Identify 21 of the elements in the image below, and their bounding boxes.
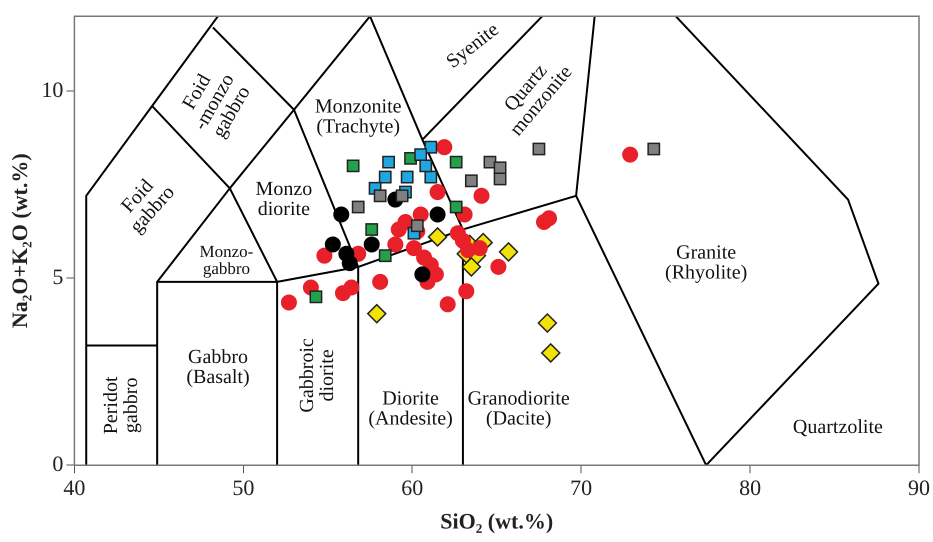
x-tick-label: 80 <box>739 475 762 500</box>
x-tick-label: 60 <box>401 475 424 500</box>
annotation: Gabbroic diorite <box>296 338 338 413</box>
annotation: Quartzolite <box>792 416 884 438</box>
annotation: Monzonite (Trachyte) <box>314 95 402 138</box>
x-axis-title: SiO₂ (wt.%) <box>440 508 554 534</box>
x-tick-label: 90 <box>908 475 930 500</box>
annotation: Granite (Rhyolite) <box>665 241 748 284</box>
annotation: Peridot gabbro <box>100 376 142 434</box>
annotation: Gabbro (Basalt) <box>186 346 250 388</box>
annotation: Diorite (Andesite) <box>368 387 453 430</box>
x-tick-label: 40 <box>63 475 86 500</box>
annotation: Granodiorite (Dacite) <box>468 387 570 430</box>
x-tick-label: 50 <box>232 475 254 500</box>
y-axis-title: Na₂O+K₂O (wt.%) <box>6 153 32 328</box>
y-tick-label: 5 <box>52 264 64 289</box>
x-tick-label: 70 <box>570 475 592 500</box>
annotation: Monzo- gabbro <box>200 242 254 278</box>
y-tick-label: 0 <box>52 450 64 476</box>
y-tick-label: 10 <box>41 76 64 102</box>
annotation: Monzo diorite <box>256 178 312 220</box>
